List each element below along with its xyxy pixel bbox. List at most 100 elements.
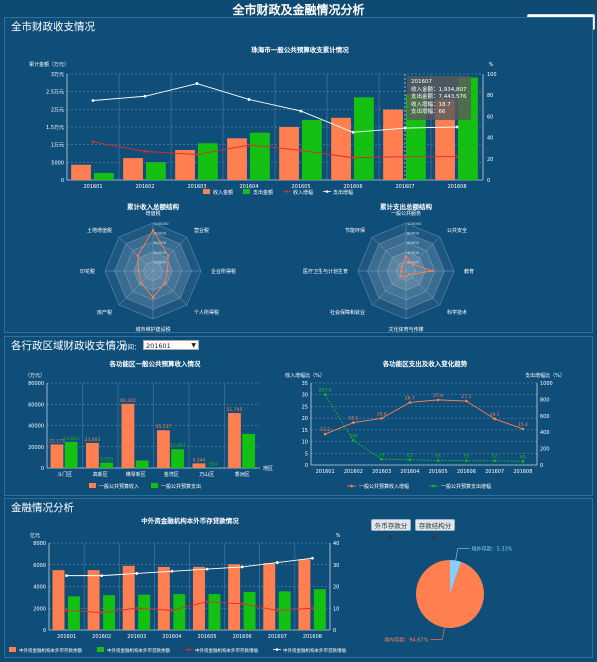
deposit-line-point	[275, 561, 279, 564]
district-trend-category: 201607	[485, 469, 504, 475]
deposit-line-1	[66, 557, 313, 577]
district-trend-data-label: 857.6	[319, 388, 332, 394]
deposit-legend-0-label: 中外资金融机构本外币存款余额	[19, 647, 82, 654]
deposit-line-point	[240, 565, 244, 569]
budget-line-revenue-growth	[92, 141, 457, 159]
district-trend-point	[436, 398, 440, 402]
budget-legend-3-dot	[325, 190, 329, 193]
deposit-line-point	[205, 567, 209, 571]
district-revenue-data-label: 35,537	[156, 424, 172, 430]
finance-panel: 全市财政收支情况 珠海市一般公共预算收支累计情况 累计金额（万元）% 0 5000 1万…	[4, 17, 593, 333]
budget-line-point	[91, 99, 95, 102]
radar-expense-spoke	[405, 270, 441, 306]
district-trend-right-tick: 200	[540, 447, 550, 453]
district-trend-data-label: 27.3	[461, 394, 471, 400]
budget-bar-expense	[198, 143, 218, 180]
budget-bar-revenue	[71, 164, 91, 180]
district-trend-left-tick: 25	[302, 404, 308, 410]
deposit-bar-0	[298, 559, 311, 630]
district-trend-line-0	[324, 399, 524, 435]
district-revenue-category: 高新区	[93, 471, 108, 478]
district-trend-point	[380, 417, 383, 420]
budget-right-tick: 60	[487, 114, 493, 120]
district-revenue-ylabel: （万元）	[25, 373, 45, 379]
deposit-bar-1	[138, 594, 151, 630]
radar-expense-point	[408, 273, 411, 276]
budget-category-label: 201607	[395, 184, 414, 190]
deposit-bar-0	[228, 564, 241, 630]
pie-slice-0	[450, 560, 462, 594]
district-trend-legend-dot	[432, 484, 435, 488]
foreign-deposit-button[interactable]: 外币存款分析	[371, 519, 411, 542]
deposit-line-point	[311, 606, 314, 610]
district-trend-left-tick: 15	[302, 428, 308, 434]
radar-expense-axis-label: 社会保障和就业	[330, 309, 365, 316]
district-trend-point	[465, 459, 468, 462]
deposit-line-point	[170, 609, 174, 612]
district-trend-point	[352, 421, 355, 424]
deposit-pie-chart: 境外存款：5.33% 境内存款：94.67%	[384, 546, 513, 644]
district-revenue-tick: 40000	[28, 424, 44, 430]
deposit-legend-1-label: 中外资金融机构本外币贷款余额	[107, 647, 170, 654]
district-trend-right-tick: 1000	[540, 381, 553, 387]
district-trend-data-label: 18.1	[348, 416, 358, 422]
deposit-legend-2-label: 中外资金融机构本外币存款增幅	[195, 647, 258, 654]
deposit-legend-2-dot	[187, 648, 191, 651]
deposit-left-tick: 6000	[33, 563, 46, 569]
budget-tooltip: 201607 收入金额：1,934,807 支出金额：7,443,576 收入增幅：1…	[407, 76, 471, 120]
deposit-bar-0	[122, 565, 135, 630]
district-trend-data-label: 300	[349, 433, 358, 439]
radar-income-point	[166, 269, 169, 273]
deposit-right-tick: 40	[333, 541, 339, 547]
budget-line-point	[455, 125, 459, 129]
budget-line-point	[403, 155, 407, 159]
district-trend-right-tick: 400	[540, 430, 550, 436]
radar-income-tick: 100000	[154, 221, 169, 226]
deposit-bar-1	[278, 591, 291, 630]
radar-expense-title: 累计支出总额结构	[380, 202, 433, 211]
pie-label-1: 境内存款：94.67%	[384, 636, 428, 643]
district-revenue-legend-label: 一般公共预算收入	[99, 483, 139, 490]
budget-line-point	[195, 153, 199, 156]
district-revenue-category: 金湾区	[164, 471, 179, 478]
district-revenue-data-label: 51,745	[227, 407, 243, 413]
district-revenue-bar-0	[121, 403, 135, 468]
budget-bar-revenue	[227, 138, 247, 180]
deposit-bar-0	[263, 563, 276, 630]
budget-line-point	[91, 140, 95, 144]
district-trend-left-tick: 0	[305, 463, 308, 469]
deposit-bar-1	[173, 594, 186, 630]
pie-leader-1	[430, 627, 445, 640]
radar-income-axis-label: 增值税	[145, 210, 160, 217]
deposit-category-label: 201604	[162, 634, 181, 640]
district-revenue-bar-1	[242, 433, 256, 468]
district-trend-data-label: 63	[407, 453, 413, 459]
deposit-legend-3-dot	[275, 648, 279, 651]
deposit-structure-button[interactable]: 存款结构分析	[415, 519, 455, 542]
deposit-category-label: 201606	[233, 634, 252, 640]
district-trend-data-label: 27.8	[433, 393, 443, 399]
district-revenue-bar-0	[228, 413, 241, 468]
radar-expense-point	[404, 255, 408, 258]
district-trend-category: 201604	[400, 469, 419, 475]
deposit-bar-1	[67, 596, 80, 630]
radar-expense-point	[411, 263, 414, 266]
district-trend-point	[408, 458, 412, 462]
radar-income-axis-label: 土地增值税	[87, 227, 112, 234]
district-trend-point	[493, 459, 496, 463]
budget-legend-1-label: 支出金额	[253, 189, 273, 196]
deposit-legend-3-label: 中外资金融机构本外币贷款增幅	[283, 647, 346, 654]
district-trend-legend-label: 一般公共预算收入增幅	[359, 483, 409, 490]
radar-income-spoke	[152, 270, 188, 306]
district-section-title: 各行政区域财政收支情况	[11, 340, 127, 352]
budget-bar-expense	[94, 172, 114, 180]
district-trend-right-tick: 600	[540, 414, 550, 420]
page-title: 全市财政及金融情况分析	[232, 3, 365, 17]
radar-expense-axis-label: 公共安全	[447, 227, 467, 234]
radar-expense-axis-label: 医疗卫生与计划生育	[303, 268, 348, 275]
time-select[interactable]: 201601 ▼	[143, 340, 199, 350]
district-revenue-bar-1	[64, 441, 78, 468]
budget-category-label: 201602	[135, 184, 154, 190]
pie-leader-0	[455, 548, 470, 561]
